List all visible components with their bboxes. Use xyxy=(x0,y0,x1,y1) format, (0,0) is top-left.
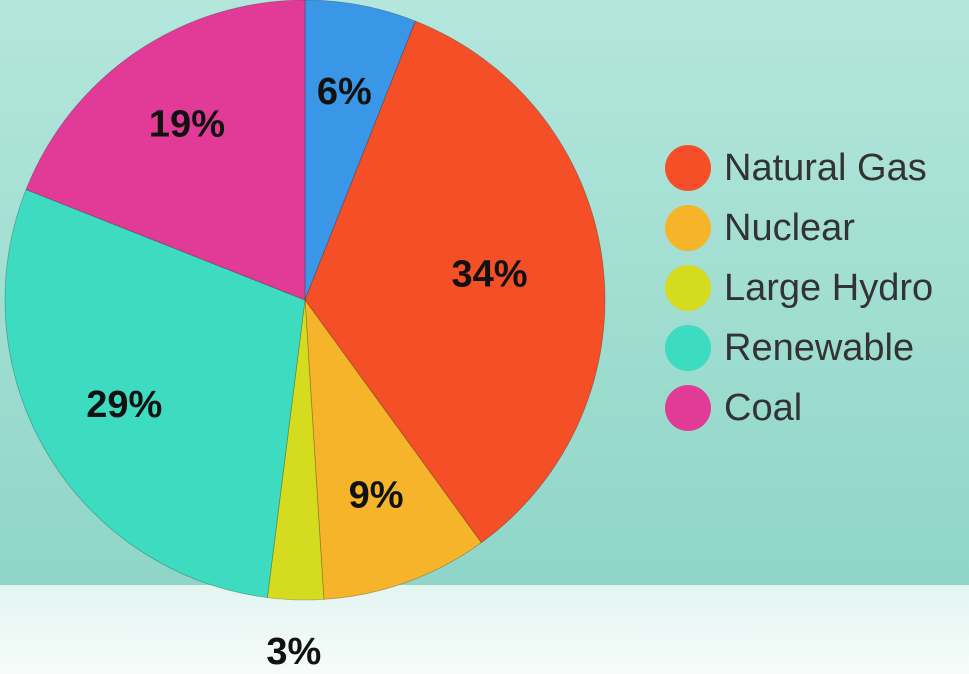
slice-label: 6% xyxy=(317,71,372,113)
legend-label: Large Hydro xyxy=(724,267,933,309)
pie-slice xyxy=(304,298,482,600)
legend-marker xyxy=(665,205,711,251)
background-floor xyxy=(0,585,969,674)
slice-label: 3% xyxy=(266,631,321,673)
legend-label: Renewable xyxy=(724,327,914,369)
legend-marker xyxy=(665,265,711,311)
slice-label: 29% xyxy=(86,384,162,426)
legend-marker xyxy=(665,145,711,191)
pie-slice xyxy=(25,0,306,301)
legend-marker xyxy=(665,385,711,431)
slice-label: 34% xyxy=(452,254,528,296)
legend-label: Nuclear xyxy=(724,207,855,249)
slice-label: 19% xyxy=(149,103,225,145)
legend-label: Natural Gas xyxy=(724,147,927,189)
pie-slice xyxy=(304,20,606,544)
legend-label: Coal xyxy=(724,387,802,429)
pie-slice xyxy=(266,299,325,601)
pie-slice xyxy=(304,0,416,301)
legend-marker xyxy=(665,325,711,371)
slice-label: 9% xyxy=(349,475,404,517)
pie-slice xyxy=(4,189,306,599)
